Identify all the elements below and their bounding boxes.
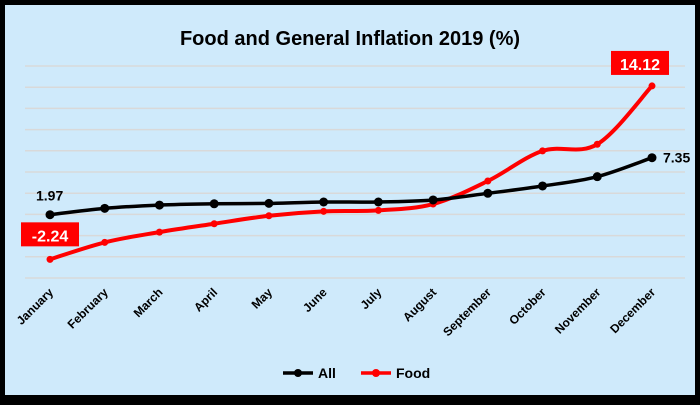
data-point-all	[373, 197, 383, 207]
data-point-all	[319, 197, 329, 207]
data-label-box	[611, 50, 669, 75]
x-tick-label: November	[552, 285, 604, 337]
line-chart: Food and General Inflation 2019 (%) Janu…	[14, 28, 691, 381]
series-line-all	[49, 156, 653, 217]
data-point-all	[100, 203, 110, 213]
legend-label: Food	[396, 365, 430, 381]
chart-title: Food and General Inflation 2019 (%)	[180, 28, 520, 50]
x-tick-label: December	[607, 285, 658, 336]
legend-marker	[294, 369, 302, 377]
x-tick-label: July	[358, 285, 385, 312]
x-tick-label: April	[191, 285, 220, 314]
data-point-food	[539, 147, 547, 155]
data-point-all	[647, 153, 657, 163]
data-label: 14.12	[620, 57, 660, 74]
legend-label: All	[318, 365, 336, 381]
x-tick-label: February	[65, 285, 111, 331]
x-tick-label: October	[506, 285, 549, 328]
data-point-food	[320, 207, 328, 215]
x-tick-label: May	[249, 285, 276, 312]
data-label-box	[21, 222, 79, 247]
x-tick-label: June	[300, 285, 330, 315]
data-point-all	[45, 210, 55, 220]
data-point-food	[46, 255, 54, 263]
data-point-food	[484, 177, 492, 185]
data-point-all	[154, 200, 164, 210]
chart-area: Food and General Inflation 2019 (%) Janu…	[5, 5, 695, 395]
data-point-food	[648, 82, 656, 90]
data-point-all	[428, 195, 438, 205]
data-label: 1.97	[36, 188, 63, 204]
data-point-all	[264, 198, 274, 208]
x-tick-label: January	[14, 285, 57, 328]
data-point-food	[101, 238, 109, 246]
data-point-all	[209, 199, 219, 209]
data-point-all	[538, 181, 548, 191]
data-label: 7.35	[663, 150, 690, 166]
data-label: -2.24	[32, 228, 69, 245]
data-point-food	[265, 212, 273, 220]
x-tick-label: March	[131, 285, 166, 320]
data-point-food	[210, 220, 218, 228]
legend-marker	[372, 369, 380, 377]
data-point-all	[483, 188, 493, 198]
x-tick-label: September	[440, 285, 494, 339]
data-point-food	[374, 206, 382, 214]
data-point-all	[592, 172, 602, 182]
data-point-food	[593, 140, 601, 148]
data-point-food	[155, 228, 163, 236]
x-tick-label: August	[400, 285, 439, 324]
